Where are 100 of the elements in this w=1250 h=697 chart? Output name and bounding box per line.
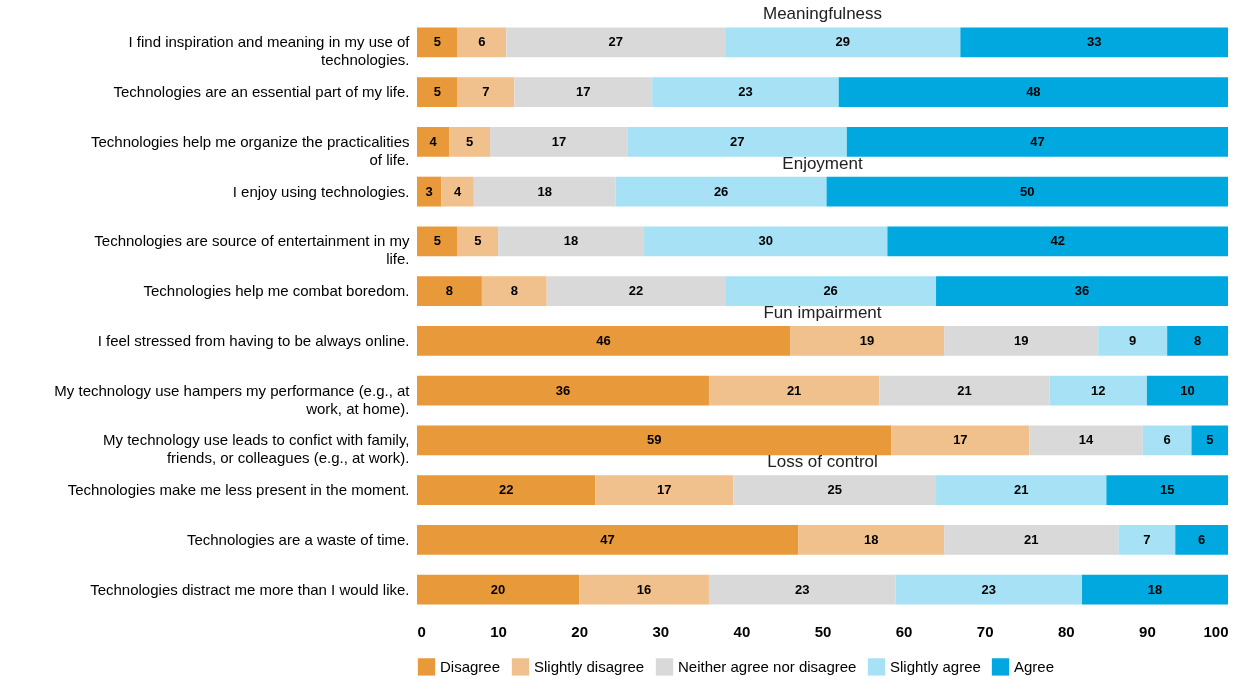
- bar: [733, 475, 937, 506]
- bar: [944, 524, 1119, 555]
- bar: [457, 77, 515, 108]
- x-tick-label: 0: [417, 622, 426, 640]
- bar: [417, 375, 709, 406]
- bar: [708, 375, 880, 406]
- data-label: 26: [823, 283, 838, 299]
- y-tick-label: Technologies make me less present in the moment.: [67, 481, 410, 499]
- bar: [498, 226, 645, 257]
- annotation: Fun impairment: [763, 302, 882, 322]
- data-label: 25: [827, 482, 842, 498]
- bar: [1106, 475, 1228, 506]
- data-label: 42: [1050, 233, 1065, 249]
- data-label: 22: [628, 283, 644, 299]
- data-label: 36: [555, 382, 571, 398]
- data-label: 23: [738, 84, 753, 100]
- data-label: 48: [1026, 84, 1041, 100]
- data-label: 36: [1074, 283, 1090, 299]
- data-label: 5: [433, 34, 441, 50]
- bar: [514, 77, 653, 108]
- bar: [457, 27, 507, 58]
- x-tick-label: 10: [490, 622, 507, 640]
- bar: [417, 27, 458, 58]
- data-label: 6: [478, 34, 486, 50]
- data-label: 5: [1206, 432, 1214, 448]
- bar: [417, 475, 596, 506]
- bar: [615, 176, 827, 207]
- bar: [725, 276, 937, 307]
- data-label: 23: [794, 581, 810, 597]
- data-label: 6: [1198, 531, 1206, 547]
- data-label: 5: [433, 84, 441, 100]
- bar: [417, 524, 799, 555]
- bar: [887, 226, 1228, 257]
- bar: [579, 574, 709, 605]
- bar: [790, 325, 945, 356]
- bar: [725, 27, 961, 58]
- y-tick-label: I feel stressed from having to be always online.: [97, 331, 410, 349]
- y-tick-label: I find inspiration and meaning in my use of technologies.: [128, 33, 411, 69]
- bar: [473, 176, 616, 207]
- bar: [838, 77, 1228, 108]
- y-tick-label: Technologies are an essential part of my life.: [113, 83, 410, 101]
- bar: [489, 126, 628, 157]
- x-tick-label: 90: [1139, 622, 1156, 640]
- bar: [546, 276, 726, 307]
- data-label: 15: [1159, 482, 1175, 498]
- bar: [1118, 524, 1176, 555]
- bar: [1175, 524, 1228, 555]
- data-label: 23: [981, 581, 996, 597]
- y-tick-label: Technologies help me organize the practicalities of life.: [90, 132, 410, 168]
- data-label: 18: [563, 233, 579, 249]
- data-label: 18: [863, 531, 879, 547]
- y-tick-label: Technologies are source of entertainment in my life.: [94, 232, 410, 268]
- legend-label: Slightly disagree: [534, 657, 645, 675]
- bar: [1191, 425, 1228, 456]
- annotation: Loss of control: [767, 452, 878, 472]
- data-label: 4: [429, 133, 438, 149]
- data-label: 18: [537, 183, 552, 199]
- legend-label: Slightly agree: [890, 657, 981, 675]
- bar: [417, 425, 892, 456]
- data-label: 17: [551, 133, 567, 149]
- bar: [879, 375, 1050, 406]
- bar: [960, 27, 1228, 58]
- bar: [417, 325, 791, 356]
- x-tick-label: 70: [976, 622, 994, 640]
- bar: [936, 475, 1107, 506]
- bar: [441, 176, 474, 207]
- x-tick-label: 20: [571, 622, 589, 640]
- bar: [417, 126, 450, 157]
- bar: [644, 226, 888, 257]
- bar: [481, 276, 547, 307]
- bar: [1049, 375, 1147, 406]
- data-label: 29: [835, 34, 851, 50]
- y-tick-label: My technology use hampers my performance (e.g., at work, at home).: [54, 381, 411, 417]
- x-tick-label: 60: [895, 622, 913, 640]
- bar: [1142, 425, 1192, 456]
- data-label: 20: [490, 581, 506, 597]
- legend-label: Agree: [1014, 657, 1055, 675]
- legend-label: Neither agree nor disagree: [678, 657, 857, 675]
- bar: [627, 126, 847, 157]
- data-label: 21: [1013, 482, 1029, 498]
- x-tick-label: 50: [814, 622, 832, 640]
- y-tick-label: I enjoy using technologies.: [232, 182, 410, 200]
- bar: [506, 27, 726, 58]
- data-label: 33: [1086, 34, 1102, 50]
- data-label: 17: [576, 84, 591, 100]
- bar: [1167, 325, 1228, 356]
- bar: [826, 176, 1228, 207]
- data-label: 27: [608, 34, 623, 50]
- data-label: 14: [1078, 432, 1095, 448]
- data-label: 7: [1143, 531, 1151, 547]
- data-label: 12: [1091, 382, 1106, 398]
- bar: [944, 325, 1099, 356]
- data-label: 18: [1147, 581, 1163, 597]
- data-label: 22: [498, 482, 514, 498]
- data-label: 17: [657, 482, 672, 498]
- bar: [417, 226, 458, 257]
- annotation: Meaningfulness: [762, 4, 883, 24]
- data-label: 6: [1163, 432, 1171, 448]
- x-tick-label: 40: [733, 622, 751, 640]
- data-label: 8: [1193, 332, 1202, 348]
